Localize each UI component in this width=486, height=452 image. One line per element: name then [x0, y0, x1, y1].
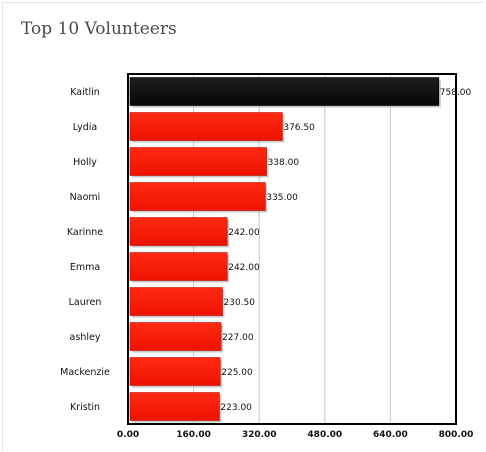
value-label: 242.00 [228, 228, 260, 238]
plot-frame [127, 73, 457, 425]
bar [129, 252, 228, 281]
x-tick-label: 480.00 [307, 430, 342, 440]
category-label: Holly [73, 157, 97, 168]
bar [129, 217, 228, 246]
category-label: Emma [70, 262, 100, 273]
x-tick-label: 640.00 [373, 430, 408, 440]
value-label: 376.50 [283, 123, 315, 133]
x-tick-label: 800.00 [439, 430, 474, 440]
value-label: 338.00 [268, 158, 300, 168]
bar [129, 357, 221, 386]
bar [129, 112, 283, 141]
x-tick-label: 0.00 [117, 430, 139, 440]
value-label: 225.00 [221, 368, 253, 378]
bar [129, 287, 223, 316]
category-label: ashley [70, 332, 101, 343]
value-label: 227.00 [222, 333, 254, 343]
bar [129, 77, 440, 106]
value-label: 223.00 [220, 403, 252, 413]
bar [129, 322, 222, 351]
category-label: Kristin [70, 402, 100, 413]
category-label: Lauren [69, 297, 102, 308]
chart-title: Top 10 Volunteers [21, 19, 177, 39]
bar [129, 392, 220, 421]
category-label: Lydia [73, 122, 98, 133]
value-label: 230.50 [224, 298, 256, 308]
bar [129, 182, 266, 211]
category-label: Naomi [70, 192, 101, 203]
value-label: 242.00 [228, 263, 260, 273]
category-label: Mackenzie [60, 367, 110, 378]
value-label: 335.00 [266, 193, 298, 203]
category-label: Kaitlin [70, 87, 100, 98]
category-label: Karinne [67, 227, 103, 238]
x-tick-label: 320.00 [242, 430, 277, 440]
bar [129, 147, 267, 176]
x-tick-label: 160.00 [176, 430, 211, 440]
